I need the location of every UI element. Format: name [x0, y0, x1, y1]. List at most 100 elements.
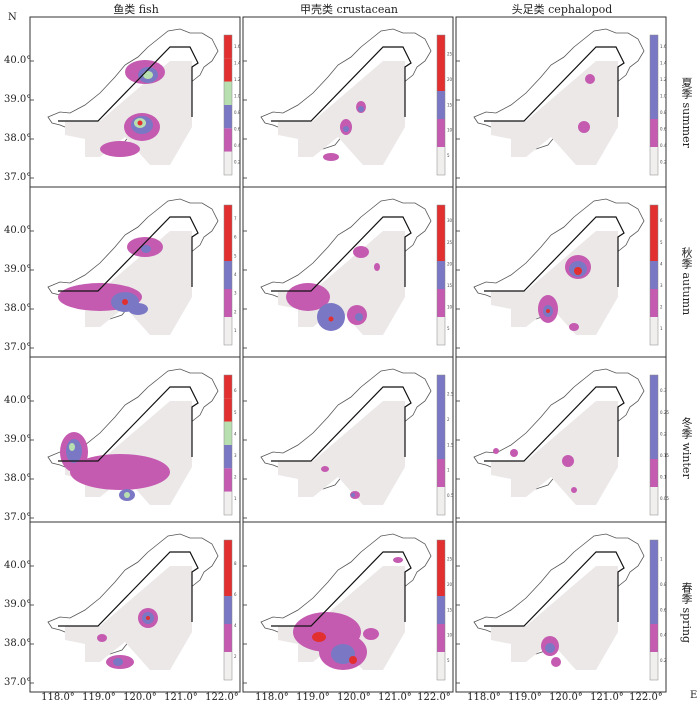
column-title-cephalopod: 头足类 cephalopod	[511, 3, 613, 16]
map-panel: 25 20 15 10 5	[242, 521, 454, 693]
longitude-label-121-col2: 121.0°	[378, 692, 412, 703]
legend-tick-label: 0.8	[660, 582, 667, 587]
legend-segment	[437, 431, 445, 459]
map-panel: 6 5 4 3 2 1	[29, 356, 241, 528]
legend-frame	[649, 34, 659, 176]
survey-area	[491, 401, 618, 505]
legend-tick-label: 0.8	[660, 110, 667, 115]
season-label: 秋季 autumn	[680, 247, 693, 316]
longitude-label-118-col1: 118.0°	[41, 692, 75, 703]
longitude-label-118-col3: 118.0°	[467, 692, 501, 703]
legend-frame	[436, 34, 446, 176]
legend-tick-label: 5	[660, 240, 663, 245]
legend-tick-label: 10	[447, 304, 453, 309]
density-patch	[143, 71, 153, 79]
legend-segment	[437, 568, 445, 596]
legend-tick-label: 15	[447, 102, 453, 107]
density-patch	[128, 303, 148, 315]
latitude-label: 40.0°	[4, 395, 32, 406]
density-patch	[323, 153, 339, 161]
latitude-label: 40.0°	[4, 55, 32, 66]
density-patch	[578, 121, 590, 133]
legend-segment	[650, 289, 658, 317]
legend-segment	[224, 58, 232, 82]
legend-tick-label: 2	[234, 474, 237, 479]
legend-tick-label: 10	[447, 633, 453, 638]
latitude-label: 40.0°	[4, 560, 32, 571]
legend-tick-label: 0.4	[660, 633, 667, 638]
legend-segment	[650, 624, 658, 652]
legend-tick-label: 3	[660, 283, 663, 288]
legend-tick-label: 4	[234, 431, 237, 436]
legend-tick-label: 4	[234, 272, 237, 277]
legend-tick-label: 0.2	[234, 159, 241, 164]
column-title-fish: 鱼类 fish	[113, 3, 159, 16]
legend-segment	[437, 261, 445, 289]
density-patch	[551, 657, 561, 667]
density-patch	[546, 309, 550, 313]
legend-tick-label: 1.0	[660, 94, 667, 99]
legend-tick-label: 0.8	[234, 110, 241, 115]
season-label: 冬季 winter	[680, 417, 693, 479]
legend-tick-label: 30	[447, 218, 453, 223]
legend-tick-label: 0.6	[660, 127, 667, 132]
latitude-label: 37.0°	[4, 172, 32, 183]
legend-tick-label: 25	[447, 51, 453, 56]
density-patch	[66, 439, 82, 463]
legend-segment	[437, 317, 445, 345]
density-patch	[585, 74, 595, 84]
longitude-label-121-col1: 121.0°	[164, 692, 198, 703]
legend-tick-label: 0.6	[660, 607, 667, 612]
latitude-label: 37.0°	[4, 342, 32, 353]
legend-tick-label: 15	[447, 607, 453, 612]
map-panel: 1.6 1.4 1.2 1.0 0.8 0.6 0.4 0.2	[455, 16, 667, 188]
legend-tick-label: 6	[234, 235, 237, 240]
map-panel: 1 0.8 0.6 0.4 0.2	[455, 521, 667, 693]
density-patch	[331, 644, 355, 664]
legend-tick-label: 6	[234, 592, 237, 597]
longitude-label-120-col1: 120.0°	[123, 692, 157, 703]
legend-segment	[224, 317, 232, 345]
legend-tick-label: 6	[660, 218, 663, 223]
latitude-label: 38.0°	[4, 638, 32, 649]
legend-tick-label: 2	[660, 304, 663, 309]
legend-segment	[650, 568, 658, 596]
legend-segment	[224, 445, 232, 469]
density-patch	[97, 634, 107, 642]
map-panel: 30 25 20 15 10 5	[242, 186, 454, 358]
legend-segment	[224, 375, 232, 399]
density-patch	[493, 448, 499, 454]
boundary-line	[271, 216, 412, 292]
survey-area	[491, 566, 618, 670]
density-patch	[70, 454, 170, 490]
legend-segment	[437, 540, 445, 568]
density-patch	[328, 316, 334, 322]
legend-tick-label: 1.4	[234, 61, 241, 66]
legend-tick-label: 1.4	[660, 61, 667, 66]
legend-segment	[650, 487, 658, 515]
legend-tick-label: 25	[447, 556, 453, 561]
boundary-line	[484, 551, 625, 627]
density-patch	[146, 616, 150, 620]
legend-tick-label: 0.1	[660, 474, 667, 479]
boundary-line	[58, 386, 199, 462]
legend-segment	[437, 119, 445, 147]
legend-segment	[437, 205, 445, 233]
density-patch	[571, 487, 577, 493]
legend-tick-label: 2	[447, 417, 450, 422]
legend-segment	[437, 596, 445, 624]
survey-area	[491, 61, 618, 165]
density-patch	[574, 267, 582, 275]
density-patch	[124, 492, 130, 498]
legend-tick-label: 20	[447, 77, 453, 82]
longitude-label-122-col3: 122.0°	[629, 692, 663, 703]
legend-tick-label: 5	[447, 658, 450, 663]
legend-segment	[224, 35, 232, 59]
density-patch	[349, 656, 357, 664]
legend-tick-label: 5	[447, 326, 450, 331]
legend-segment	[437, 459, 445, 487]
density-patch	[353, 246, 369, 258]
legend-segment	[650, 119, 658, 147]
legend-segment	[224, 624, 232, 652]
column-title-crustacean: 甲壳类 crustacean	[300, 3, 398, 16]
